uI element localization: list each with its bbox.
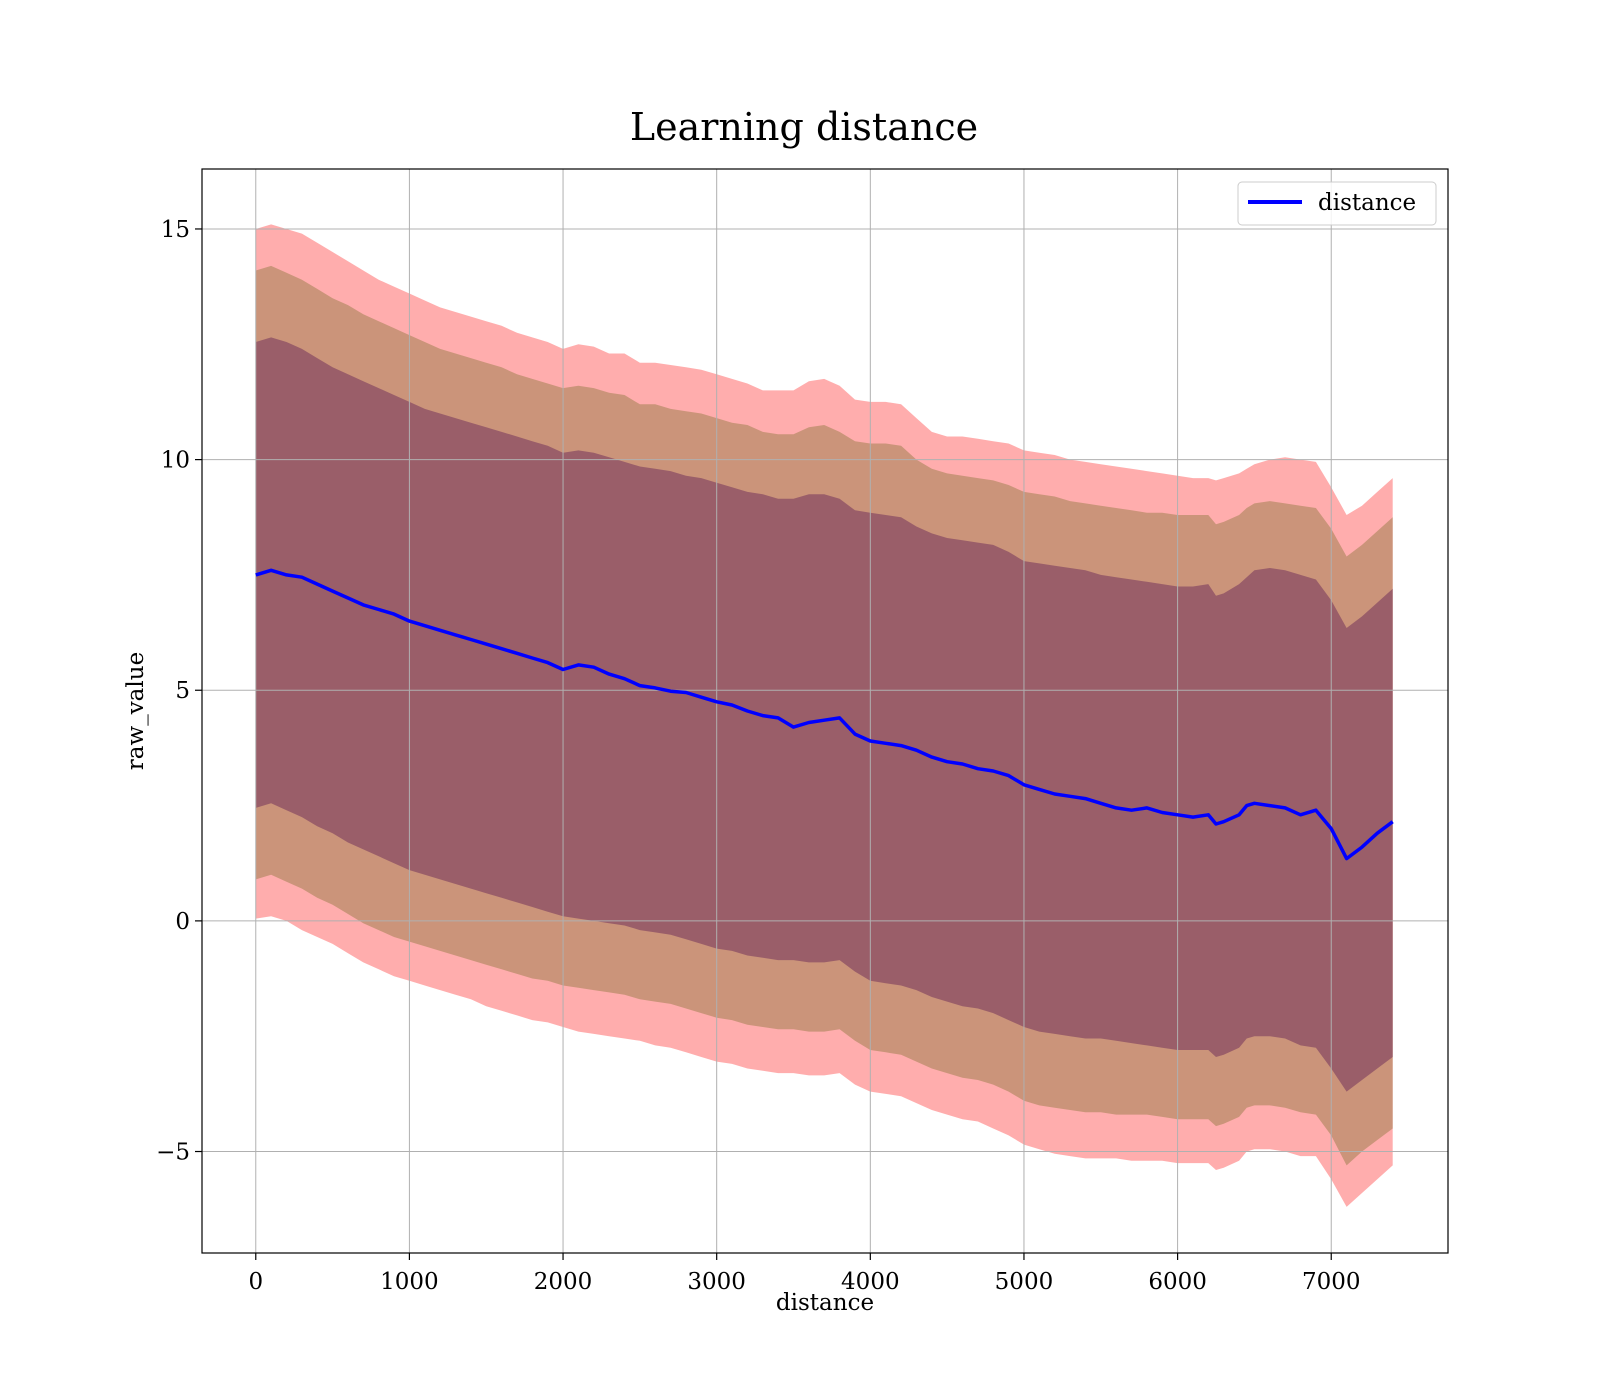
series-layer [255, 568, 1394, 861]
band-2 [255, 337, 1393, 1092]
legend-frame [1237, 181, 1437, 226]
grid-layer [202, 169, 1448, 1253]
chart-title: Learning distance [630, 105, 978, 149]
legend-label: distance [1318, 190, 1416, 216]
series-line-distance [255, 568, 1394, 861]
y-tick-label: 0 [175, 909, 190, 935]
bands-layer [255, 224, 1393, 1207]
y-tick-label: −5 [156, 1140, 190, 1166]
x-tick-label: 1000 [380, 1269, 439, 1295]
x-tick-label: 4000 [841, 1269, 900, 1295]
x-tick-label: 5000 [995, 1269, 1054, 1295]
y-axis-label: raw_value [123, 652, 149, 770]
ticks-layer: 0 1000 2000 3000 4000 5000 6000 7000 −5 0 5 10 15 [156, 217, 1360, 1295]
y-tick-label: 5 [175, 678, 190, 704]
plot-frame [201, 168, 1449, 1254]
y-tick-label: 10 [161, 448, 190, 474]
x-tick-label: 6000 [1148, 1269, 1207, 1295]
x-axis-label: distance [776, 1290, 874, 1316]
x-tick-label: 2000 [534, 1269, 593, 1295]
x-tick-label: 3000 [687, 1269, 746, 1295]
y-tick-label: 15 [161, 217, 190, 243]
x-tick-label: 7000 [1302, 1269, 1361, 1295]
x-tick-label: 0 [248, 1269, 263, 1295]
legend: distance [1237, 181, 1437, 226]
